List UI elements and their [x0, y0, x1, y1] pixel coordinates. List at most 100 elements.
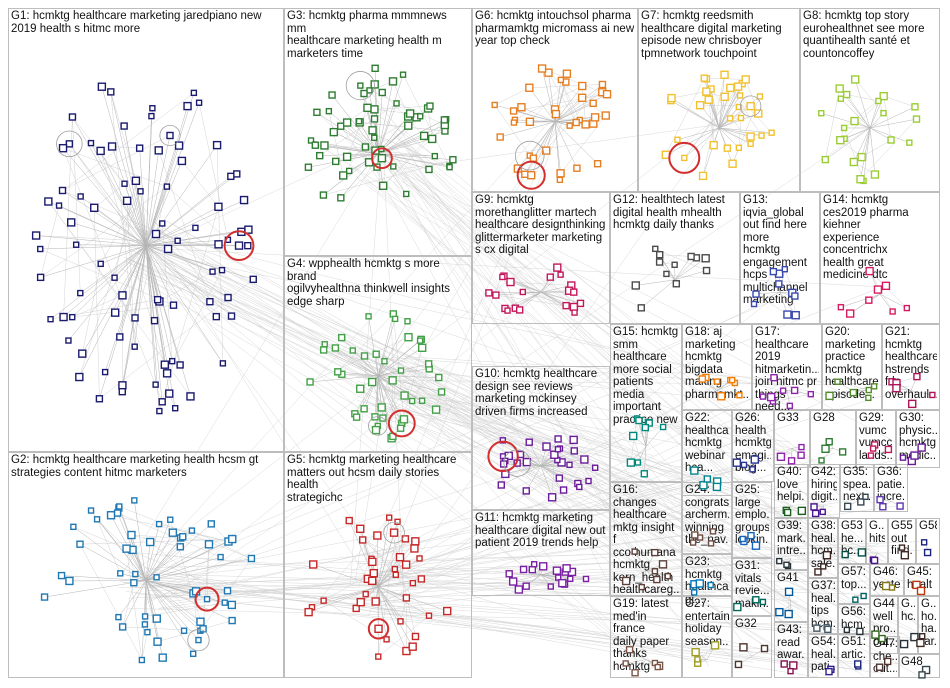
node-g1-47: [97, 82, 107, 91]
self-loop-g7-0: [668, 141, 701, 174]
node-g6-35: [572, 118, 580, 127]
node-g7-28: [700, 74, 708, 82]
node-g1-71: [156, 407, 163, 415]
node-g3-45: [337, 194, 345, 202]
nodes-g3: [304, 64, 457, 202]
self-loop-g4-1: [368, 416, 388, 436]
node-g3-37: [446, 163, 453, 171]
self-loop-g1-1: [56, 130, 83, 158]
nodes-g1: [31, 82, 257, 415]
node-g48-0: [921, 665, 931, 675]
node-g16-2: [631, 548, 638, 555]
node-g47-1: [875, 663, 884, 671]
node-g3-55: [345, 167, 353, 175]
node-g5-7: [411, 632, 420, 641]
node-g7-21: [756, 93, 764, 100]
node-g5-22: [417, 575, 426, 583]
node-g6-31: [542, 146, 551, 155]
node-g5-36: [304, 607, 313, 617]
node-g12-6: [637, 304, 645, 312]
node-g37-2: [813, 624, 821, 632]
node-g9-11: [519, 288, 527, 296]
node-g42-0: [810, 503, 818, 511]
node-g29-2: [867, 452, 875, 459]
nodes-g45: [912, 580, 926, 596]
node-g4-6: [437, 388, 446, 396]
node-g1-31: [131, 176, 141, 186]
node-g1-38: [152, 381, 159, 388]
node-g1-33: [97, 260, 104, 268]
node-g3-9: [320, 141, 329, 150]
node-g2-37: [247, 554, 256, 563]
node-g26-3: [749, 466, 756, 473]
nodes-g33: [776, 443, 805, 465]
node-g19-1: [631, 669, 639, 677]
nodes-g11: [505, 561, 590, 594]
node-g7-15: [741, 75, 750, 84]
node-g1-7: [107, 88, 115, 96]
node-g3-48: [426, 102, 434, 110]
node-g33-1: [787, 457, 796, 465]
node-g3-58: [332, 157, 340, 166]
node-g10-29: [566, 461, 573, 469]
node-g7-19: [758, 132, 765, 139]
node-g28-3: [818, 457, 825, 464]
nodes-gx2: [899, 632, 919, 649]
node-g39-2: [783, 561, 790, 568]
node-g10-5: [522, 457, 532, 467]
self-loop-g6-1: [514, 140, 545, 171]
node-g4-34: [368, 377, 377, 387]
node-g5-4: [383, 636, 390, 643]
node-g11-13: [562, 564, 571, 573]
node-g13-2: [775, 280, 783, 288]
node-g11-17: [552, 566, 562, 575]
nodes-g56: [843, 626, 864, 636]
node-g2-45: [113, 509, 122, 517]
node-g8-18: [856, 175, 865, 184]
node-g58-1: [920, 539, 928, 546]
node-g10-21: [555, 474, 564, 482]
node-g8-16: [912, 115, 921, 123]
node-g1-50: [174, 237, 181, 244]
node-g2-18: [228, 616, 236, 625]
node-g3-26: [427, 134, 437, 144]
nodes-g22: [690, 466, 722, 492]
node-g4-19: [397, 367, 405, 374]
node-g41-1: [784, 587, 794, 597]
node-g1-53: [77, 289, 84, 297]
node-g10-16: [525, 438, 533, 446]
node-g44-1: [878, 634, 886, 643]
nodes-g44: [871, 630, 886, 643]
node-g32-2: [734, 660, 743, 669]
node-g38-1: [822, 551, 832, 560]
node-g23-3: [695, 579, 705, 588]
node-g10-10: [585, 477, 592, 485]
node-g7-6: [709, 140, 718, 150]
node-g5-6: [320, 597, 327, 604]
nodes-g5: [304, 514, 452, 660]
node-g35-1: [862, 493, 869, 500]
node-g5-3: [389, 528, 399, 537]
node-g1-58: [227, 312, 236, 320]
node-g18-2: [698, 375, 707, 383]
node-g3-17: [328, 91, 336, 99]
nodes-g48: [918, 665, 931, 679]
node-g2-15: [93, 516, 101, 523]
node-g2-4: [189, 650, 197, 658]
node-g24-4: [709, 528, 717, 535]
node-g3-4: [307, 137, 315, 144]
self-loop-g3-0: [371, 147, 393, 170]
nodes-g57: [852, 592, 867, 603]
node-g29-3: [884, 445, 893, 454]
self-loop-g4-0: [387, 409, 416, 438]
node-g6-11: [573, 164, 581, 172]
node-g7-26: [702, 87, 711, 96]
node-g37-1: [824, 625, 832, 634]
node-g11-4: [522, 582, 530, 590]
node-g7-4: [737, 114, 745, 122]
node-g1-40: [149, 105, 156, 112]
node-g16-0: [658, 560, 668, 569]
node-g16-7: [653, 575, 661, 584]
node-g38-0: [820, 563, 827, 570]
node-g5-0: [374, 624, 383, 633]
